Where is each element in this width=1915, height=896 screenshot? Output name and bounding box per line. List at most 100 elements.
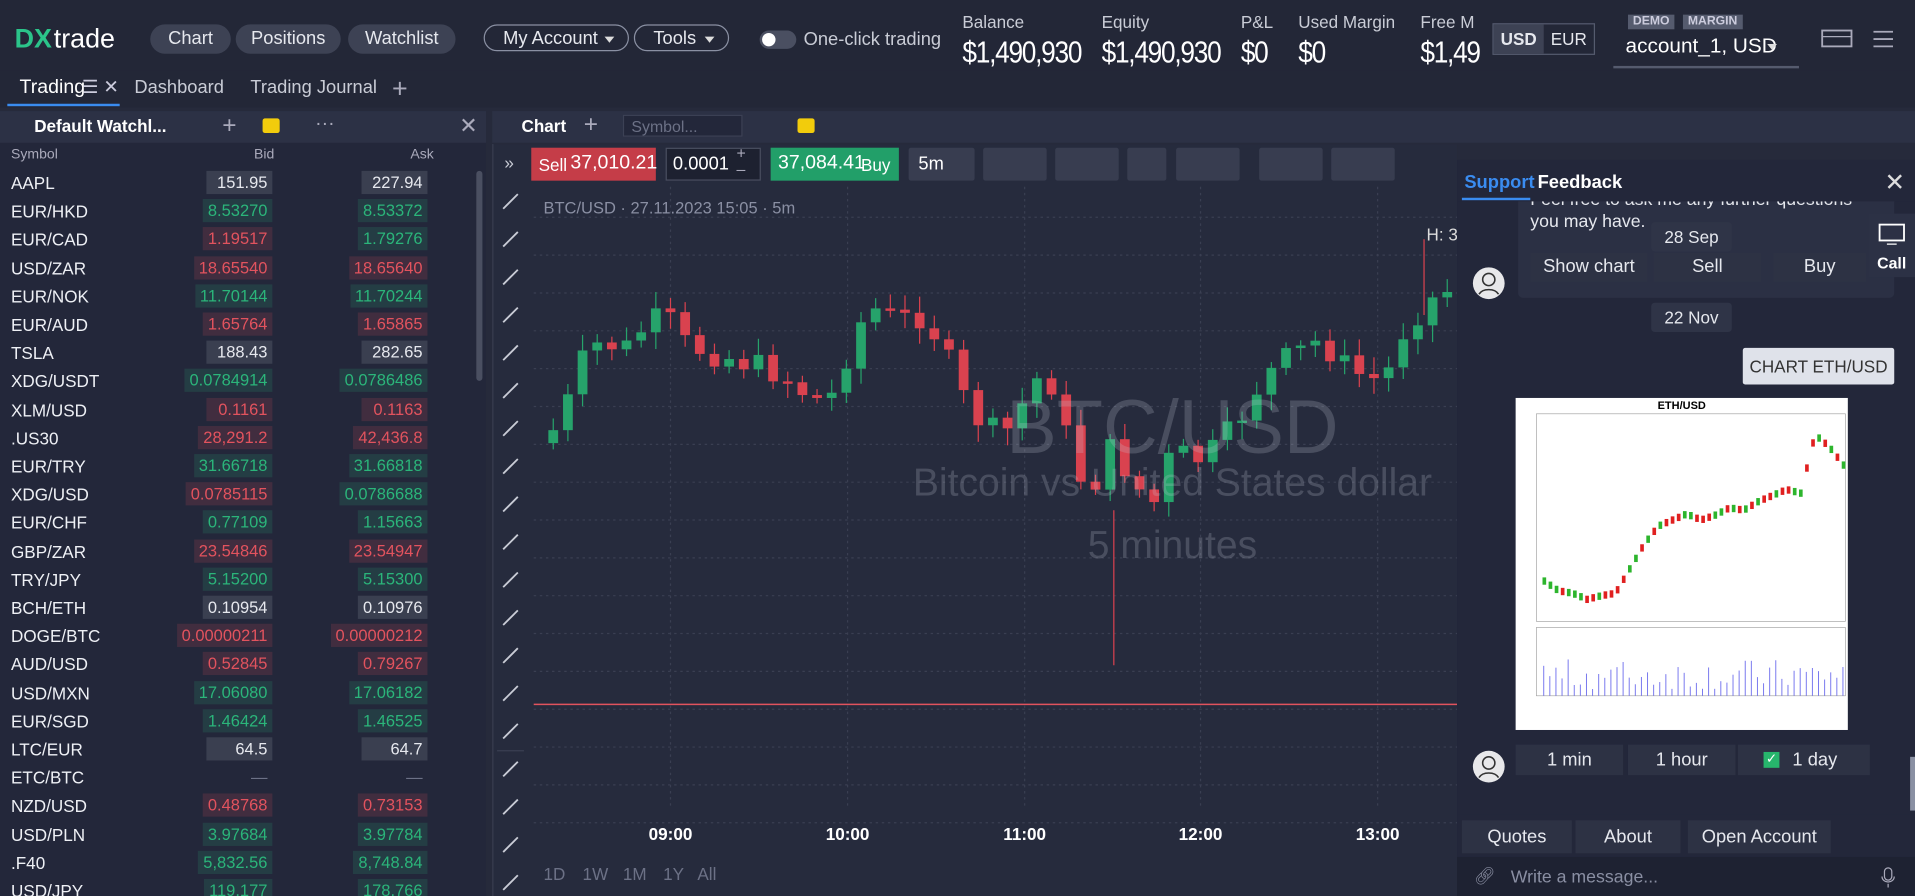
stat-value: $0 [1298,35,1326,70]
chat-tab[interactable]: Support [1464,172,1535,193]
color-tag [262,118,280,134]
watchlist-row[interactable]: EUR/CAD 1.19517 1.79276 [0,225,479,253]
indicators[interactable] [1127,147,1167,181]
candle-body [782,381,793,384]
action-button[interactable]: Sell [1653,252,1762,282]
layout[interactable] [1176,147,1240,181]
symbol: ETC/BTC [10,768,85,788]
watchlist-row[interactable]: XLM/USD 0.1161 0.1163 [0,395,479,423]
watchlist-row[interactable]: XDG/USDT 0.0784914 0.0786486 [0,367,479,395]
nav-button[interactable]: Chart [150,24,231,54]
candle-body [1207,439,1218,463]
call-icon [1878,223,1905,245]
footer-button[interactable]: Open Account [1687,820,1831,854]
settings[interactable] [1331,147,1395,181]
range-button[interactable]: 1W [582,864,609,884]
quantity-box[interactable] [665,147,761,181]
range-button[interactable]: All [697,864,717,884]
draw-tool[interactable] [1055,147,1119,181]
interval-button[interactable] [908,147,975,181]
watchlist-row[interactable]: EUR/AUD 1.65764 1.65865 [0,310,479,338]
watchlist-row[interactable]: AUD/USD 0.52845 0.79267 [0,650,479,678]
action-button[interactable]: Buy [1773,252,1867,282]
toggle[interactable] [759,30,797,49]
chart-type[interactable] [983,147,1047,181]
more[interactable]: ··· [315,113,335,135]
mini-candle [1591,594,1596,602]
buy-price: 37,084.41 [777,152,865,174]
add-symbol[interactable]: + [222,112,237,140]
menu[interactable]: Tools [633,24,730,52]
tab[interactable]: Trading [19,76,86,98]
watchlist-row[interactable]: TSLA 188.43 282.65 [0,338,479,366]
watchlist-row[interactable]: ETC/BTC — — [0,763,479,791]
tab[interactable]: Trading Journal [250,76,377,98]
snapshot[interactable] [1259,147,1323,181]
watchlist-row[interactable]: EUR/SGD 1.46424 1.46525 [0,707,479,735]
chat-tab[interactable]: Feedback [1537,172,1623,193]
watchlist-row[interactable]: .F40 5,832.56 8,748.84 [0,848,479,876]
watchlist-row[interactable]: XDG/USD 0.0785115 0.0786688 [0,480,479,508]
nav-button[interactable]: Watchlist [348,24,456,54]
currency[interactable]: EUR [1550,29,1587,49]
tab[interactable]: Dashboard [134,76,224,98]
close[interactable]: ✕ [459,113,478,138]
watchlist-row[interactable]: EUR/NOK 11.70144 11.70244 [0,282,479,310]
bid-cell: 18.65540 [193,255,273,280]
watchlist-row[interactable]: GBP/ZAR 23.54846 23.54947 [0,537,479,565]
menu[interactable]: My Account [483,24,629,52]
range-button[interactable]: 1M [622,864,647,884]
watchlist-row[interactable]: EUR/TRY 31.66718 31.66818 [0,452,479,480]
attach-icon[interactable]: 🔗︎ [1474,865,1496,886]
footer-button[interactable]: About [1575,820,1681,854]
watchlist-row[interactable]: .US30 28,291.2 42,436.8 [0,423,479,451]
range-button[interactable]: 1Y [663,864,685,884]
nav-button[interactable]: Positions [235,24,341,54]
chart-title: Chart [521,115,567,136]
mini-candle [1774,490,1779,498]
sell-button[interactable] [531,147,656,181]
tool-icon [502,496,519,513]
candle-body [1237,420,1247,424]
bid-cell: 1.46424 [202,708,273,733]
candle-body [1119,439,1130,477]
candle-body [650,308,661,333]
add-chart[interactable]: + [583,111,599,138]
chat-close[interactable]: ✕ [1884,169,1905,197]
watchlist-row[interactable]: USD/JPY 119.177 178.766 [0,876,479,896]
account[interactable]: account_1, USD [1625,34,1777,58]
symbol-input[interactable]: Symbol... [622,114,743,137]
action-button[interactable]: 1 min [1515,744,1624,776]
watchlist-row[interactable]: DOGE/BTC 0.00000211 0.00000212 [0,622,479,650]
watchlist-row[interactable]: EUR/CHF 0.77109 1.15663 [0,508,479,536]
mic-icon[interactable] [1880,867,1897,889]
mini-candle [1835,453,1840,461]
footer-button[interactable]: Quotes [1461,820,1572,854]
add-tab[interactable]: + [392,73,408,104]
watchlist-row[interactable]: AAPL 151.95 227.94 [0,168,479,196]
chat-input[interactable] [1457,856,1915,896]
candle-body [929,328,940,340]
watchlist-row[interactable]: NZD/USD 0.48768 0.73153 [0,791,479,819]
watchlist-row[interactable]: USD/MXN 17.06080 17.06182 [0,678,479,706]
watchlist-row[interactable]: LTC/EUR 64.5 64.7 [0,735,479,763]
watchlist-row[interactable]: TRY/JPY 5.15200 5.15300 [0,565,479,593]
action-button[interactable]: 1 hour [1627,744,1736,776]
watchlist-row[interactable]: USD/PLN 3.97684 3.97784 [0,820,479,848]
layout-icons[interactable] [1817,27,1902,51]
watchlist-title[interactable]: Default Watchl... [34,115,167,136]
symbol: EUR/AUD [10,314,88,335]
watchlist-row[interactable]: USD/ZAR 18.65540 18.65640 [0,253,479,281]
ask-cell: 0.0786688 [339,482,428,506]
range-button[interactable]: 1D [543,864,566,884]
stepper[interactable]: + – [736,144,746,179]
watchlist-row[interactable]: BCH/ETH 0.10954 0.10976 [0,593,479,621]
action-button[interactable]: 1 day [1737,744,1870,776]
tab-icons[interactable]: ☰ ✕ [81,76,119,98]
buy-button[interactable] [770,147,899,181]
currency[interactable]: USD [1493,24,1544,54]
mini-candle [1682,511,1687,519]
watchlist-row[interactable]: EUR/HKD 8.53270 8.53372 [0,197,479,225]
action-button[interactable]: Show chart [1530,252,1648,282]
mini-candle [1737,505,1742,514]
